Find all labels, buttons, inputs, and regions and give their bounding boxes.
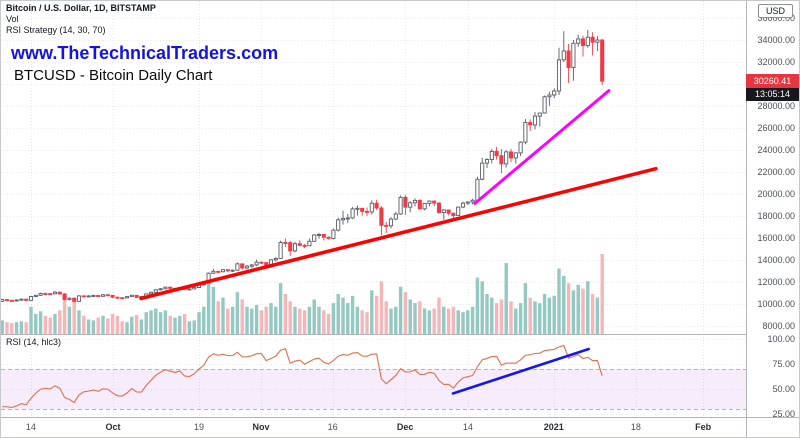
volume-indicator-label[interactable]: Vol: [6, 14, 19, 24]
price-tick: 14000.00: [757, 255, 795, 265]
chart-legend: Bitcoin / U.S. Dollar, 1D, BITSTAMP Vol …: [6, 3, 156, 36]
time-tick: 14: [462, 422, 473, 432]
time-tick: Dec: [396, 422, 414, 432]
price-tick: 36000.00: [757, 13, 795, 23]
currency-toggle-button[interactable]: USD: [757, 4, 793, 18]
price-tick: 22000.00: [757, 167, 795, 177]
rsi-tick: 25.00: [772, 409, 795, 419]
rsi-strategy-label[interactable]: RSI Strategy (14, 30, 70): [6, 25, 106, 35]
rsi-tick: 50.00: [772, 384, 795, 394]
time-tick: Nov: [252, 422, 270, 432]
time-tick: 18: [630, 422, 641, 432]
time-axis[interactable]: 14 Oct 19 Nov 16 Dec 14 2021 18 Feb: [1, 417, 748, 437]
axis-corner-cell: [746, 417, 799, 437]
price-tick: 28000.00: [757, 101, 795, 111]
price-tick: 16000.00: [757, 233, 795, 243]
watermark-chart-title: BTCUSD - Bitcoin Daily Chart: [14, 67, 213, 84]
price-tick: 8000.00: [762, 321, 795, 331]
price-tick: 10000.00: [757, 299, 795, 309]
price-tick: 18000.00: [757, 211, 795, 221]
price-axis[interactable]: 36000.0034000.0032000.0030000.0028000.00…: [746, 1, 799, 419]
price-tick: 24000.00: [757, 145, 795, 155]
time-tick: 16: [327, 422, 338, 432]
chart-canvas[interactable]: [1, 1, 748, 419]
price-tick: 32000.00: [757, 57, 795, 67]
rsi-tick: 100.00: [767, 334, 795, 344]
price-tick: 12000.00: [757, 277, 795, 287]
time-tick: 2021: [543, 422, 564, 432]
time-tick: Oct: [105, 422, 121, 432]
price-tick: 26000.00: [757, 123, 795, 133]
last-price-badge: 30260.41: [746, 74, 799, 89]
price-tick: 34000.00: [757, 35, 795, 45]
price-tick: 20000.00: [757, 189, 795, 199]
time-tick: 19: [193, 422, 204, 432]
watermark-site-url: www.TheTechnicalTraders.com: [11, 43, 279, 63]
rsi-tick: 75.00: [772, 359, 795, 369]
time-tick: Feb: [695, 422, 712, 432]
time-tick: 14: [25, 422, 36, 432]
bar-countdown-badge: 13:05:14: [746, 88, 799, 102]
symbol-title[interactable]: Bitcoin / U.S. Dollar, 1D, BITSTAMP: [6, 3, 156, 13]
rsi-pane-label[interactable]: RSI (14, hlc3): [6, 337, 62, 347]
